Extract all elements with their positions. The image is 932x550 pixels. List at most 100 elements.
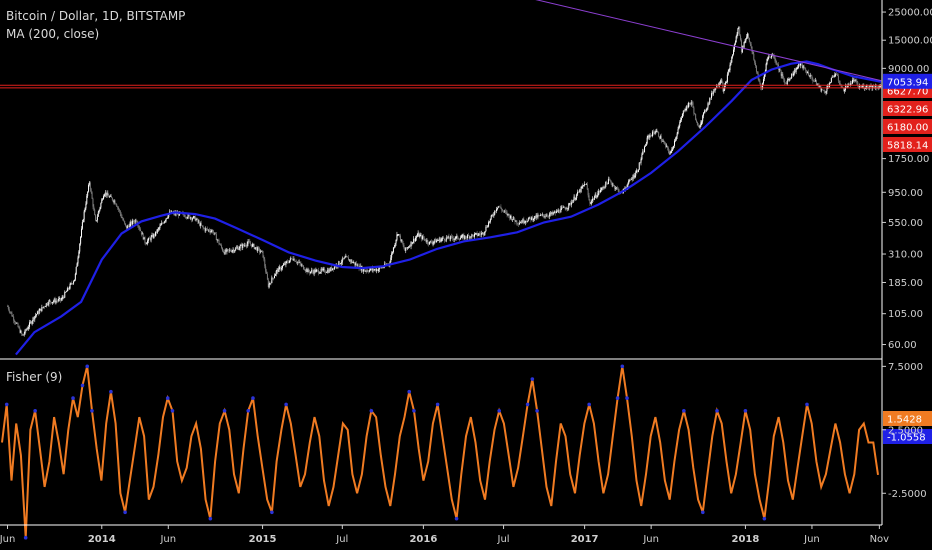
- candle-body: [588, 195, 590, 201]
- candle-body: [259, 251, 261, 253]
- candle-body: [120, 213, 122, 217]
- candle-body: [286, 261, 288, 263]
- candle-body: [378, 267, 380, 270]
- candle-body: [318, 270, 320, 274]
- candle-body: [116, 204, 118, 207]
- candle-body: [496, 207, 498, 210]
- candle-body: [658, 132, 660, 137]
- candle-body: [733, 49, 735, 55]
- candle-body: [673, 145, 675, 149]
- candle-body: [21, 330, 23, 334]
- candle-body: [708, 103, 710, 104]
- fisher-value-tag: [883, 429, 932, 444]
- candle-body: [240, 244, 242, 246]
- candle-body: [495, 210, 497, 212]
- fisher-extreme-point: [109, 389, 113, 394]
- candle-body: [466, 237, 468, 239]
- date-tick-label: 2017: [571, 534, 599, 545]
- candle-body: [397, 234, 399, 236]
- candle-body: [193, 216, 195, 217]
- candle-body: [371, 268, 373, 271]
- candle-body: [696, 121, 698, 126]
- price-pane[interactable]: [6, 0, 882, 356]
- price-tick-label: 1750.00: [888, 154, 929, 165]
- candle-body: [869, 85, 871, 87]
- date-tick-label: 2018: [732, 534, 760, 545]
- candle-body: [819, 85, 821, 87]
- candle-body: [19, 327, 21, 333]
- candle-body: [863, 85, 865, 89]
- candle-body: [110, 195, 112, 198]
- candle-body: [273, 275, 275, 279]
- fisher-pane[interactable]: 1.5428 -1.0558: [1, 364, 932, 540]
- candle-body: [565, 208, 567, 210]
- candle-body: [703, 112, 705, 116]
- candle-body: [859, 86, 861, 88]
- candle-body: [770, 57, 772, 58]
- candle-body: [75, 266, 77, 274]
- candle-body: [95, 215, 97, 221]
- candle-body: [637, 169, 639, 172]
- candle-body: [296, 261, 298, 263]
- candle-body: [604, 186, 606, 188]
- candle-body: [597, 193, 599, 197]
- candle-body: [133, 222, 135, 223]
- candle-body: [444, 238, 446, 241]
- trendline[interactable]: [531, 0, 882, 82]
- candle-body: [289, 258, 291, 261]
- candle-body: [828, 85, 830, 87]
- candle-body: [800, 63, 802, 64]
- fisher-extreme-point: [435, 402, 440, 407]
- candle-body: [714, 87, 716, 92]
- candle-body: [377, 269, 379, 271]
- candle-body: [527, 218, 529, 222]
- candle-body: [742, 45, 744, 48]
- candle-body: [557, 210, 559, 212]
- candle-body: [362, 269, 364, 272]
- fisher-extreme-point: [530, 377, 535, 381]
- candle-body: [53, 299, 55, 302]
- ma-200-line[interactable]: [15, 60, 882, 356]
- candle-body: [546, 215, 548, 217]
- candle-body: [84, 208, 86, 212]
- candle-body: [81, 228, 83, 237]
- candle-body: [533, 219, 535, 221]
- candle-body: [88, 182, 90, 185]
- candle-body: [102, 199, 104, 200]
- candle-body: [59, 298, 61, 301]
- candle-body: [155, 231, 157, 236]
- candle-body: [184, 216, 186, 218]
- candle-body: [347, 257, 349, 261]
- candle-body: [610, 180, 612, 184]
- candle-body: [306, 269, 308, 273]
- fisher-extreme-point: [407, 389, 412, 394]
- candle-body: [668, 150, 670, 154]
- candle-body: [363, 269, 365, 272]
- price-tick-label: 25000.00: [888, 8, 932, 19]
- candle-body: [850, 83, 852, 86]
- fisher-extreme-point: [251, 396, 255, 400]
- candle-body: [859, 86, 861, 87]
- candle-body: [803, 65, 805, 69]
- candle-body: [818, 85, 820, 87]
- candle-body: [137, 223, 139, 227]
- candle-body: [631, 178, 633, 180]
- candle-body: [236, 247, 238, 249]
- candle-body: [220, 244, 222, 246]
- candle-body: [62, 297, 64, 298]
- price-tick-label: 105.00: [888, 309, 923, 320]
- fisher-line[interactable]: [1, 366, 879, 538]
- candle-body: [748, 38, 750, 43]
- candle-body: [347, 256, 349, 258]
- candle-body: [157, 228, 159, 230]
- candle-body: [416, 235, 418, 237]
- candle-body: [471, 234, 473, 238]
- candle-body: [310, 270, 312, 272]
- candle-body: [291, 258, 293, 260]
- candle-body: [689, 103, 691, 105]
- candle-body: [635, 172, 637, 176]
- candle-body: [400, 239, 402, 241]
- candle-body: [277, 269, 279, 272]
- candle-body: [54, 299, 56, 303]
